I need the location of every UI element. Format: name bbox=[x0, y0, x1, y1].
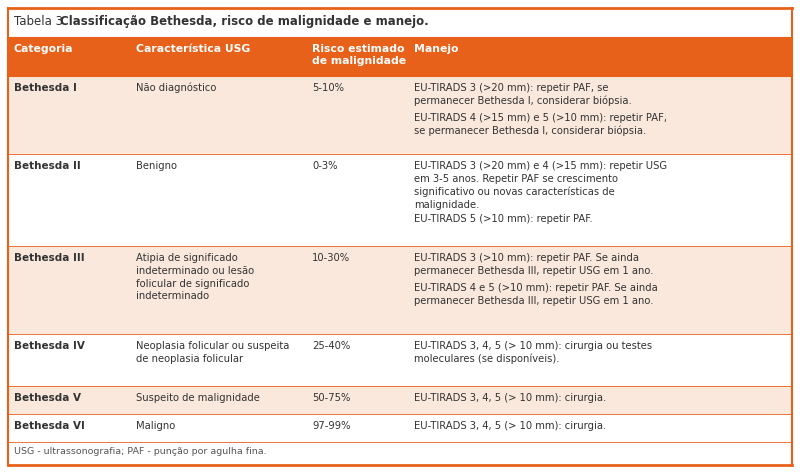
Text: Bethesda II: Bethesda II bbox=[14, 161, 81, 171]
Text: 25-40%: 25-40% bbox=[312, 341, 350, 351]
Text: USG - ultrassonografia; PAF - punção por agulha fina.: USG - ultrassonografia; PAF - punção por… bbox=[14, 447, 266, 456]
Text: Categoria: Categoria bbox=[14, 44, 74, 54]
Bar bbox=[408, 76, 792, 154]
Text: 50-75%: 50-75% bbox=[312, 393, 350, 403]
Bar bbox=[408, 334, 792, 386]
Bar bbox=[130, 334, 306, 386]
Bar bbox=[8, 76, 130, 154]
Text: Manejo: Manejo bbox=[414, 44, 458, 54]
Text: Maligno: Maligno bbox=[135, 421, 174, 431]
Text: Atipia de significado
indeterminado ou lesão
folicular de significado
indetermin: Atipia de significado indeterminado ou l… bbox=[135, 253, 254, 301]
Bar bbox=[8, 246, 130, 334]
Text: Suspeito de malignidade: Suspeito de malignidade bbox=[135, 393, 259, 403]
Bar bbox=[8, 154, 130, 246]
Text: EU-TIRADS 3 (>10 mm): repetir PAF. Se ainda
permanecer Bethesda III, repetir USG: EU-TIRADS 3 (>10 mm): repetir PAF. Se ai… bbox=[414, 253, 654, 276]
Bar bbox=[408, 386, 792, 414]
Bar bbox=[130, 414, 306, 442]
Bar bbox=[408, 154, 792, 246]
Text: Bethesda IV: Bethesda IV bbox=[14, 341, 85, 351]
Bar bbox=[130, 76, 306, 154]
Text: EU-TIRADS 4 (>15 mm) e 5 (>10 mm): repetir PAF,
se permanecer Bethesda I, consid: EU-TIRADS 4 (>15 mm) e 5 (>10 mm): repet… bbox=[414, 113, 667, 137]
Bar bbox=[130, 154, 306, 246]
Bar bbox=[306, 246, 408, 334]
Text: Bethesda VI: Bethesda VI bbox=[14, 421, 85, 431]
Text: EU-TIRADS 3, 4, 5 (> 10 mm): cirurgia.: EU-TIRADS 3, 4, 5 (> 10 mm): cirurgia. bbox=[414, 421, 606, 431]
Bar bbox=[8, 8, 792, 38]
Bar bbox=[306, 76, 408, 154]
Bar bbox=[8, 38, 792, 76]
Text: EU-TIRADS 3, 4, 5 (> 10 mm): cirurgia ou testes
moleculares (se disponíveis).: EU-TIRADS 3, 4, 5 (> 10 mm): cirurgia ou… bbox=[414, 341, 652, 365]
Bar bbox=[130, 386, 306, 414]
Text: Bethesda I: Bethesda I bbox=[14, 83, 77, 93]
Text: EU-TIRADS 3, 4, 5 (> 10 mm): cirurgia.: EU-TIRADS 3, 4, 5 (> 10 mm): cirurgia. bbox=[414, 393, 606, 403]
Text: Benigno: Benigno bbox=[135, 161, 177, 171]
Text: Neoplasia folicular ou suspeita
de neoplasia folicular: Neoplasia folicular ou suspeita de neopl… bbox=[135, 341, 289, 364]
Text: EU-TIRADS 4 e 5 (>10 mm): repetir PAF. Se ainda
permanecer Bethesda III, repetir: EU-TIRADS 4 e 5 (>10 mm): repetir PAF. S… bbox=[414, 283, 658, 306]
Bar bbox=[8, 442, 792, 468]
Text: EU-TIRADS 3 (>20 mm) e 4 (>15 mm): repetir USG
em 3-5 anos. Repetir PAF se cresc: EU-TIRADS 3 (>20 mm) e 4 (>15 mm): repet… bbox=[414, 161, 667, 210]
Bar bbox=[408, 414, 792, 442]
Text: 10-30%: 10-30% bbox=[312, 253, 350, 263]
Bar bbox=[8, 334, 130, 386]
Text: 0-3%: 0-3% bbox=[312, 161, 338, 171]
Bar bbox=[306, 386, 408, 414]
Text: Característica USG: Característica USG bbox=[135, 44, 250, 54]
Text: 97-99%: 97-99% bbox=[312, 421, 350, 431]
Text: EU-TIRADS 5 (>10 mm): repetir PAF.: EU-TIRADS 5 (>10 mm): repetir PAF. bbox=[414, 214, 593, 224]
Text: 5-10%: 5-10% bbox=[312, 83, 344, 93]
Bar bbox=[306, 154, 408, 246]
Text: EU-TIRADS 3 (>20 mm): repetir PAF, se
permanecer Bethesda I, considerar biópsia.: EU-TIRADS 3 (>20 mm): repetir PAF, se pe… bbox=[414, 83, 631, 106]
Text: Tabela 3.: Tabela 3. bbox=[14, 16, 70, 28]
Text: Classificação Bethesda, risco de malignidade e manejo.: Classificação Bethesda, risco de maligni… bbox=[60, 16, 429, 28]
Text: Bethesda V: Bethesda V bbox=[14, 393, 81, 403]
Text: Bethesda III: Bethesda III bbox=[14, 253, 85, 263]
Bar bbox=[408, 246, 792, 334]
Bar bbox=[306, 334, 408, 386]
Bar bbox=[8, 414, 130, 442]
Bar bbox=[130, 246, 306, 334]
Bar bbox=[8, 386, 130, 414]
Text: Não diagnóstico: Não diagnóstico bbox=[135, 83, 216, 94]
Text: Risco estimado
de malignidade: Risco estimado de malignidade bbox=[312, 44, 406, 66]
Bar bbox=[306, 414, 408, 442]
